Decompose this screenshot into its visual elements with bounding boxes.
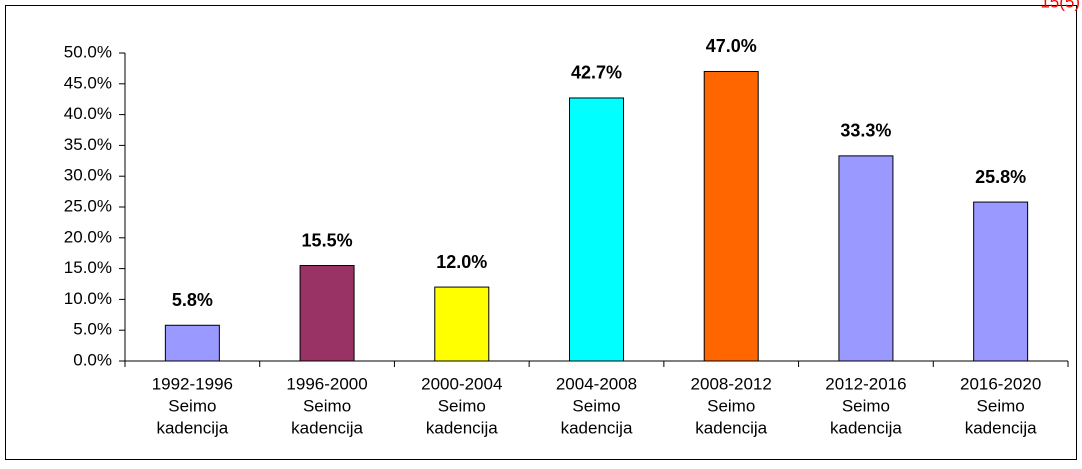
annotation: 15(5)	[1040, 0, 1080, 11]
y-tick-label: 45.0%	[64, 73, 112, 92]
x-tick-label: kadencija	[695, 418, 767, 437]
value-label: 5.8%	[172, 290, 213, 310]
x-tick-label: 2008-2012	[691, 374, 772, 393]
y-tick-label: 50.0%	[64, 42, 112, 61]
value-label: 42.7%	[571, 63, 622, 83]
bar	[569, 97, 624, 362]
value-label: 33.3%	[840, 121, 891, 141]
x-tick-label: 2000-2004	[421, 374, 502, 393]
x-tick-label: Seimo	[842, 396, 890, 415]
x-tick-label: Seimo	[707, 396, 755, 415]
y-tick-label: 40.0%	[64, 104, 112, 123]
x-tick-label: kadencija	[156, 418, 228, 437]
bar	[164, 324, 220, 362]
bar	[838, 155, 894, 362]
x-tick-label: 1992-1996	[152, 374, 233, 393]
value-label: 12.0%	[436, 252, 487, 272]
y-tick-label: 30.0%	[64, 166, 112, 185]
y-tick-label: 20.0%	[64, 227, 112, 246]
y-tick-label: 10.0%	[64, 289, 112, 308]
bar	[703, 70, 759, 362]
bar	[434, 286, 490, 362]
x-tick-label: kadencija	[291, 418, 363, 437]
bar	[299, 265, 355, 362]
value-label: 25.8%	[975, 167, 1026, 187]
bar	[973, 201, 1029, 362]
x-tick-label: 2012-2016	[825, 374, 906, 393]
x-tick-label: kadencija	[965, 418, 1037, 437]
x-tick-label: kadencija	[561, 418, 633, 437]
y-tick-label: 15.0%	[64, 258, 112, 277]
x-tick-label: 2016-2020	[960, 374, 1041, 393]
value-label: 47.0%	[706, 36, 757, 56]
x-tick-label: Seimo	[977, 396, 1025, 415]
x-tick-label: kadencija	[426, 418, 498, 437]
chart-frame	[5, 5, 1077, 460]
x-tick-label: 1996-2000	[286, 374, 367, 393]
x-tick-label: kadencija	[830, 418, 902, 437]
y-tick-label: 0.0%	[73, 350, 112, 369]
y-tick-label: 25.0%	[64, 196, 112, 215]
value-label: 15.5%	[302, 230, 353, 250]
x-tick-label: 2004-2008	[556, 374, 637, 393]
y-tick-label: 35.0%	[64, 135, 112, 154]
x-tick-label: Seimo	[168, 396, 216, 415]
x-tick-label: Seimo	[572, 396, 620, 415]
x-tick-label: Seimo	[438, 396, 486, 415]
x-tick-label: Seimo	[303, 396, 351, 415]
y-tick-label: 5.0%	[73, 320, 112, 339]
